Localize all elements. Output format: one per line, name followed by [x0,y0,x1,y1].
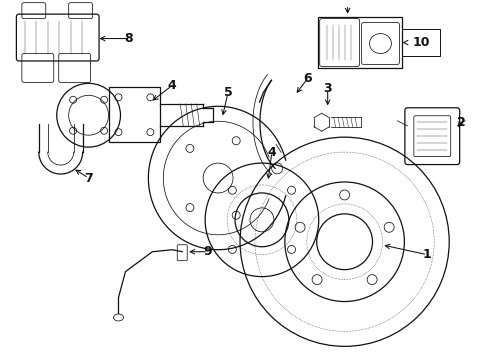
Text: 4: 4 [168,79,177,92]
Text: 10: 10 [413,36,430,49]
Text: 8: 8 [124,32,133,45]
Text: 4: 4 [268,145,276,159]
Text: 6: 6 [303,72,312,85]
Text: 5: 5 [224,86,232,99]
Text: 3: 3 [323,82,332,95]
Text: 1: 1 [423,248,432,261]
Text: 9: 9 [204,245,213,258]
Text: 2: 2 [457,116,465,129]
Text: 7: 7 [84,171,93,185]
